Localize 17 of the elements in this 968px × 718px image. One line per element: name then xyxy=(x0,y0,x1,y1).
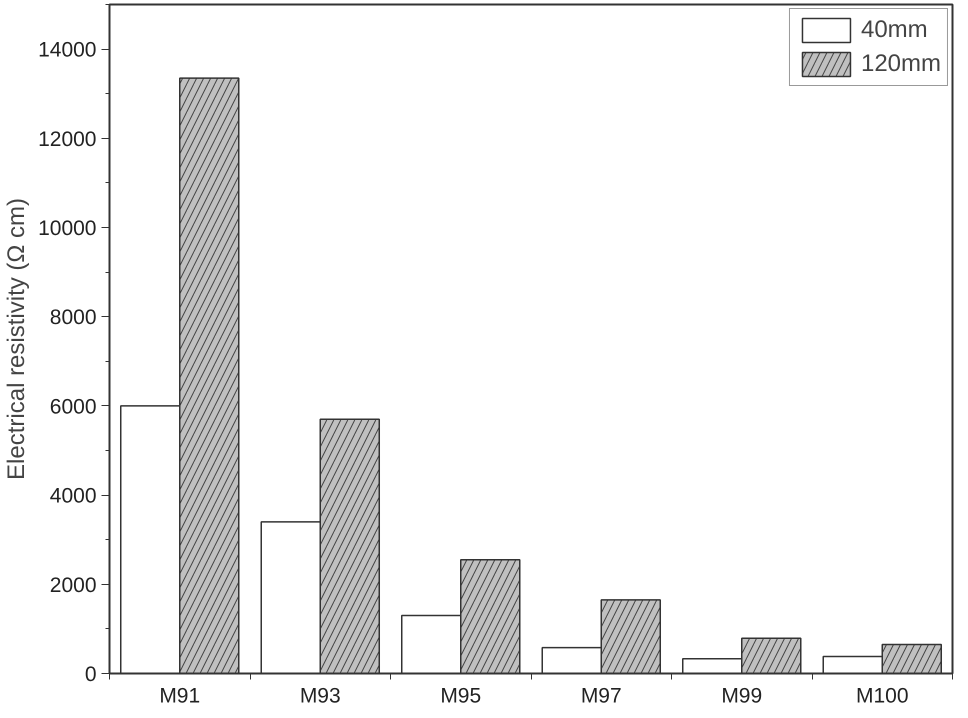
y-tick-label: 2000 xyxy=(50,574,96,597)
x-tick-label: M99 xyxy=(721,684,762,708)
x-tick-label: M100 xyxy=(856,684,909,708)
legend-label: 120mm xyxy=(860,50,941,78)
legend-label: 40mm xyxy=(860,16,928,44)
y-tick-label: 0 xyxy=(84,663,97,686)
y-axis-title: Electrical resistivity (Ω cm) xyxy=(3,198,30,480)
x-tick-label: M93 xyxy=(300,684,341,708)
y-tick-label: 4000 xyxy=(50,484,96,508)
y-tick-label: 6000 xyxy=(50,395,96,418)
x-tick-label: M91 xyxy=(159,684,200,708)
x-tick-label: M97 xyxy=(580,684,622,708)
y-tick-label: 8000 xyxy=(50,306,96,330)
y-tick-label: 12000 xyxy=(38,128,97,151)
x-tick-label: M95 xyxy=(440,684,482,708)
y-tick-label: 14000 xyxy=(38,38,97,62)
y-tick-label: 10000 xyxy=(38,217,97,240)
